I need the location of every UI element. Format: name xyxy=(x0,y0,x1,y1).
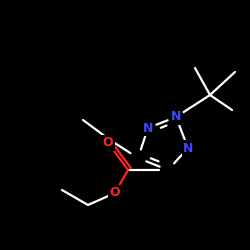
Text: O: O xyxy=(103,136,113,149)
Text: O: O xyxy=(110,186,120,200)
Text: N: N xyxy=(171,110,181,124)
Text: N: N xyxy=(183,142,193,154)
Text: N: N xyxy=(143,122,153,134)
